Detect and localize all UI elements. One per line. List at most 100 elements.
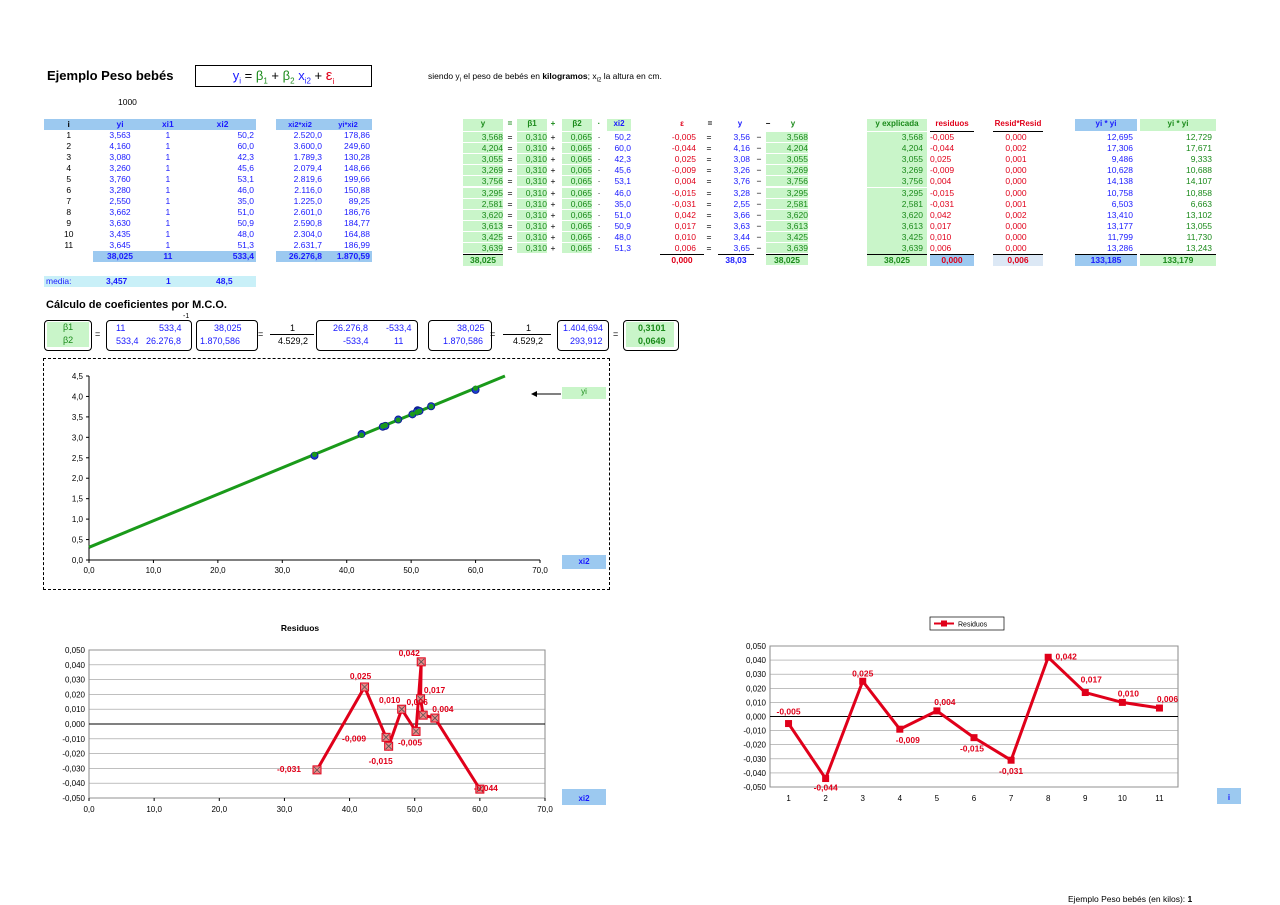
residual-data-label: 0,042 <box>399 648 421 658</box>
fit-cell: 0,065 <box>562 143 592 154</box>
fit-cell: 3,055 <box>463 154 503 165</box>
fit-cell: 53,1 <box>614 176 631 187</box>
table-cell: 1 <box>165 207 171 217</box>
resid-cell: -0,044 <box>671 143 696 154</box>
residual-data-label: 0,025 <box>852 668 874 678</box>
mco-value: 533,4 <box>116 336 139 346</box>
operator: · <box>597 176 601 187</box>
right-cell: 0,000 <box>1005 187 1027 198</box>
operator: + <box>550 165 556 176</box>
right-cell: 10,688 <box>1186 165 1212 176</box>
right-header-cell: yi * yi <box>1075 119 1137 131</box>
fit-cell: 3,568 <box>463 132 503 142</box>
table-cell: 2.819,6 <box>293 174 322 184</box>
y-tick-label: 0,0 <box>72 556 84 565</box>
scatter-chart-frame <box>43 358 610 590</box>
constant-1000: 1000 <box>118 97 137 107</box>
model-note: siendo yi el peso de bebés en kilogramos… <box>428 71 662 84</box>
table-cell: 6 <box>66 185 72 195</box>
beta1-label: β1 <box>63 322 74 332</box>
fitted-point <box>311 451 318 458</box>
table-cell: 2.079,4 <box>293 163 322 173</box>
table-row: 11 3,645 1 51,3 <box>44 240 256 251</box>
table-row: 1.225,0 89,25 <box>276 196 372 207</box>
equals-sign: = <box>490 329 496 339</box>
mco-value: 1 <box>526 323 532 333</box>
table-cell: 3,080 <box>109 152 131 162</box>
resid-cell: 3,639 <box>766 243 808 253</box>
matrix-bracket <box>44 320 92 351</box>
resid-cell: -0,015 <box>671 187 696 198</box>
right-cell: 17,306 <box>1107 143 1133 154</box>
fraction-bar <box>503 334 551 335</box>
table-cell: 186,99 <box>344 240 370 250</box>
fit-header: y = β1 + β2 · xi2 <box>463 119 631 131</box>
resid-row: 0,006 3,65 3,639 = − <box>660 243 810 254</box>
table-row: 6 3,280 1 46,0 <box>44 185 256 196</box>
beta2-label: β2 <box>63 335 74 345</box>
table-row: 2.819,6 199,66 <box>276 174 372 185</box>
total-cell: 1.870,59 <box>324 251 372 262</box>
right-cell: 0,017 <box>930 220 952 231</box>
fit-header-cell: + <box>550 119 556 128</box>
right-cell: 10,628 <box>1107 165 1133 176</box>
total-cell: 26.276,8 <box>276 251 324 262</box>
fit-cell: 0,310 <box>517 176 547 187</box>
operator: · <box>597 209 601 220</box>
right-cell: 13,177 <box>1107 220 1133 231</box>
mco-value: 38,025 <box>457 323 485 333</box>
x-tick-label: 1 <box>786 794 791 803</box>
table-row: 2 4,160 1 60,0 <box>44 141 256 152</box>
mco-value: 26.276,8 <box>146 336 182 346</box>
operator: + <box>550 187 556 198</box>
table-cell: 3,435 <box>109 229 131 239</box>
y-tick-label: 0,5 <box>72 536 84 545</box>
right-cell: 13,055 <box>1186 220 1212 231</box>
x-tick-label: 70,0 <box>532 566 548 575</box>
right-cell: 0,000 <box>1005 231 1027 242</box>
operator: + <box>550 209 556 220</box>
operator: = <box>706 220 712 231</box>
table-cell: 4 <box>66 163 72 173</box>
operator: − <box>756 243 762 253</box>
right-cell: 12,695 <box>1107 132 1133 142</box>
y-tick-label: 3,0 <box>72 433 84 442</box>
table-cell: 1 <box>165 141 171 151</box>
fit-cell: 0,065 <box>562 187 592 198</box>
table-cell: 2.601,0 <box>293 207 322 217</box>
residual-marker <box>1081 689 1089 697</box>
right-cell: 0,000 <box>1005 132 1027 142</box>
residual-marker <box>896 725 904 733</box>
table-cell: 3,280 <box>109 185 131 195</box>
right-cell: 0,010 <box>930 231 952 242</box>
table-cell: 9 <box>66 218 72 228</box>
residual-marker-cross <box>476 785 484 793</box>
fit-header-cell: β1 <box>517 119 547 131</box>
mco-value: 1.870,586 <box>200 336 241 346</box>
beta2-result: 0,0649 <box>638 336 666 346</box>
residual-marker-cross <box>382 734 390 741</box>
residual-marker <box>785 720 793 728</box>
resid-cell: 3,568 <box>766 132 808 142</box>
y-tick-label: 0,030 <box>746 670 767 679</box>
operator: = <box>507 165 513 176</box>
residual-data-label: -0,009 <box>896 735 920 745</box>
fit-cell: 50,2 <box>614 132 631 142</box>
fit-cell: 0,065 <box>562 220 592 231</box>
table-cell: 186,76 <box>344 207 370 217</box>
operator: + <box>550 154 556 165</box>
resid-header: ε = y − y <box>660 119 810 131</box>
fit-cell: 0,065 <box>562 243 592 253</box>
resid-row: -0,031 2,55 2,581 = − <box>660 198 810 210</box>
fit-row: 3,269 0,310 0,065 45,6 = + · <box>463 165 631 176</box>
resid-cell: 2,55 <box>733 198 750 209</box>
media-label: media: <box>46 276 72 286</box>
right-cell: 10,758 <box>1107 187 1133 198</box>
resid-cell: 3,613 <box>766 220 808 231</box>
chart-title: Residuos <box>281 623 320 633</box>
x-tick-label: 6 <box>972 794 977 803</box>
right-cell: 11,730 <box>1186 231 1212 242</box>
page-title: Ejemplo Peso bebés <box>47 68 174 83</box>
x-tick-label: 7 <box>1009 794 1014 803</box>
table-row: 2.601,0 186,76 <box>276 207 372 218</box>
